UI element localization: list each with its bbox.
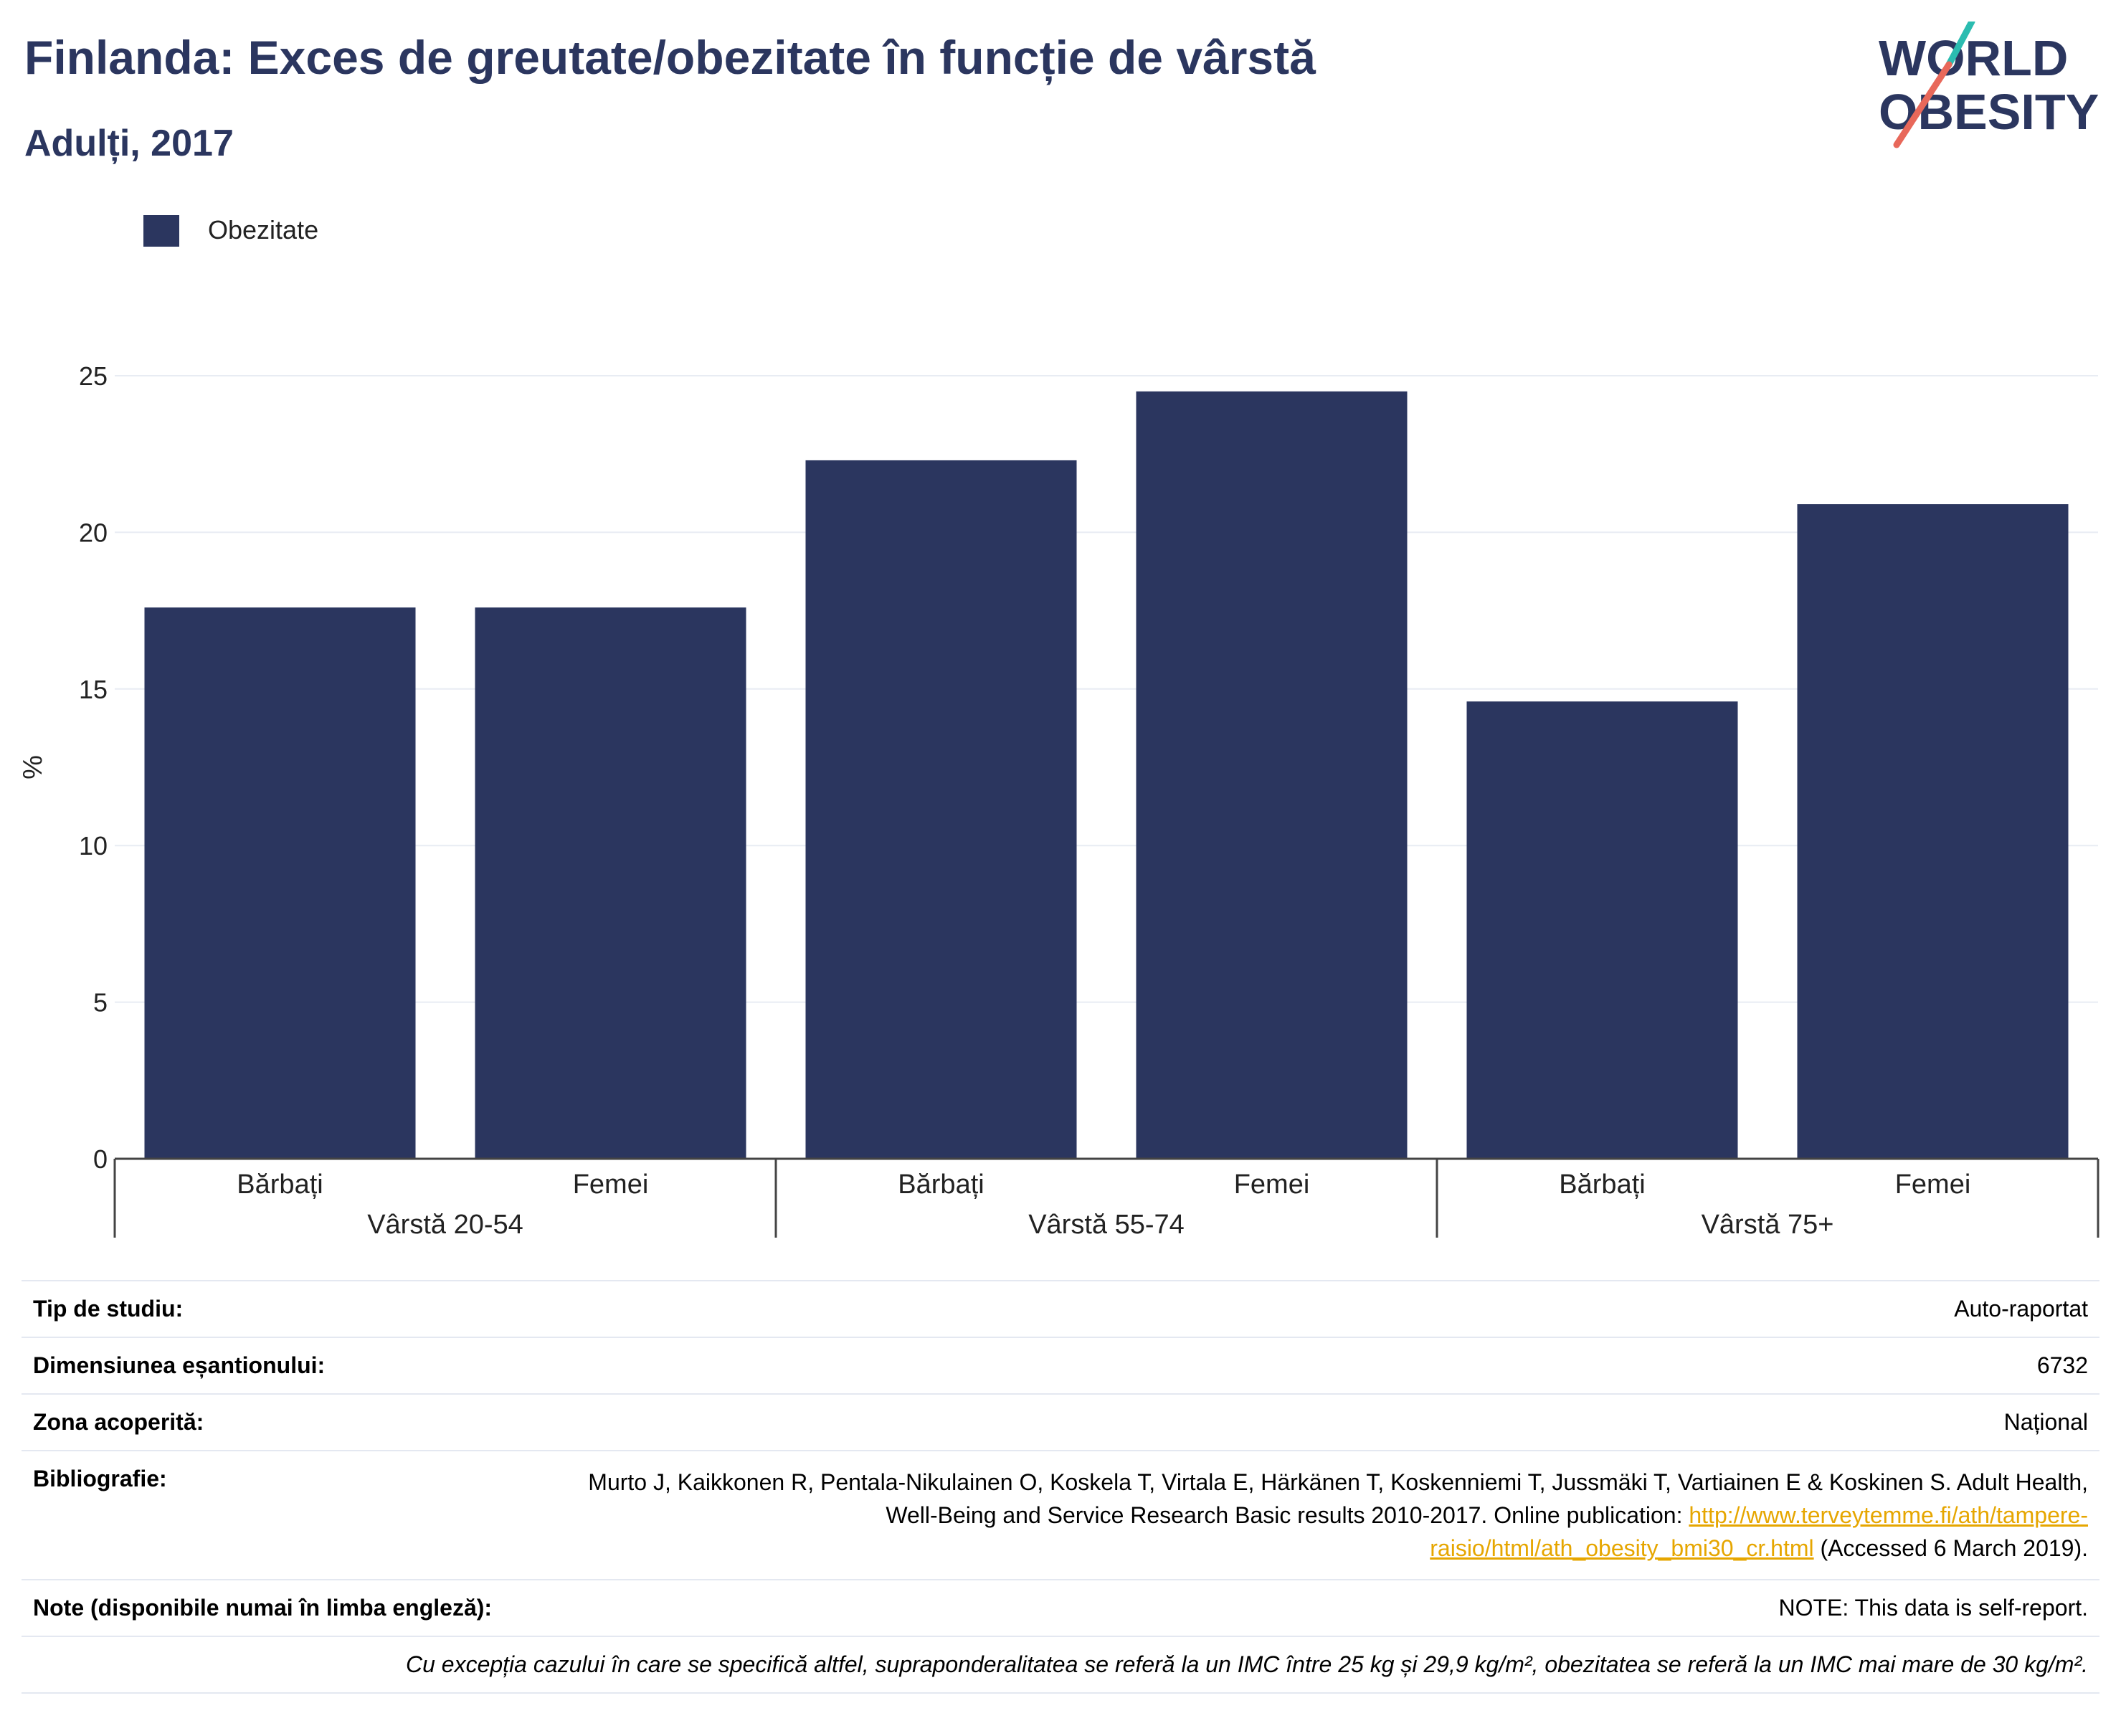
y-tick-label: 25	[79, 361, 108, 391]
y-tick-label: 5	[93, 988, 108, 1018]
info-row-notes: Note (disponibile numai în limba engleză…	[22, 1580, 2099, 1637]
logo-slash-teal	[1945, 22, 1975, 68]
x-tick-label: Bărbați	[1559, 1170, 1645, 1200]
x-axis: Bărbați Femei Bărbați Femei Bărbați Femei Vârs…	[113, 1157, 2099, 1240]
world-obesity-logo: WORLD OBESITY	[1879, 22, 2099, 148]
bar	[144, 607, 416, 1159]
y-tick-label: 15	[79, 675, 108, 704]
coverage-value: Național	[2003, 1409, 2088, 1435]
logo-slash-coral	[1893, 61, 1952, 148]
x-tick-label: Bărbați	[237, 1170, 323, 1200]
bar	[1797, 504, 2069, 1159]
info-row-bibliography: Bibliografie: Murto J, Kaikkonen R, Pent…	[22, 1451, 2099, 1580]
study-type-value: Auto-raportat	[1954, 1296, 2088, 1322]
bar	[1136, 391, 1408, 1159]
footnote: Cu excepția cazului în care se specifică…	[405, 1651, 2088, 1677]
bar	[1466, 701, 1738, 1159]
info-row-study-type: Tip de studiu: Auto-raportat	[22, 1281, 2099, 1338]
logo-line-2: OBESITY	[1879, 84, 2099, 140]
bar	[475, 607, 746, 1159]
group-label: Vârstă 55-74	[1028, 1210, 1185, 1240]
y-tick-labels: 0 5 10 15 20 25	[79, 361, 108, 1174]
coverage-label: Zona acoperită:	[33, 1409, 204, 1435]
y-tick-label: 10	[79, 831, 108, 860]
y-tick-label: 20	[79, 518, 108, 547]
bibliography-value: Murto J, Kaikkonen R, Pentala-Nikulainen…	[554, 1466, 2088, 1565]
x-tick-label: Femei	[1895, 1170, 1971, 1200]
study-type-label: Tip de studiu:	[33, 1296, 184, 1322]
chart-title: Finlanda: Exces de greutate/obezitate în…	[24, 31, 1316, 84]
bibliography-label: Bibliografie:	[33, 1466, 167, 1491]
notes-label: Note (disponibile numai în limba engleză…	[33, 1595, 493, 1621]
grid-lines	[115, 375, 2098, 1003]
group-label: Vârstă 75+	[1702, 1210, 1834, 1240]
x-tick-label: Femei	[573, 1170, 649, 1200]
bibliography-link[interactable]: http://www.terveytemme.fi/ath/tampere-ra…	[1430, 1502, 2088, 1561]
info-row-footnote: Cu excepția cazului în care se specifică…	[22, 1637, 2099, 1694]
info-row-sample-size: Dimensiunea eșantionului: 6732	[22, 1338, 2099, 1395]
sample-size-label: Dimensiunea eșantionului:	[33, 1352, 326, 1378]
chart-subtitle: Adulți, 2017	[24, 123, 234, 164]
legend-swatch-obezitate	[143, 215, 179, 247]
notes-value: NOTE: This data is self-report.	[1778, 1595, 2088, 1621]
legend-label-obezitate: Obezitate	[208, 215, 319, 245]
group-label: Vârstă 20-54	[367, 1210, 523, 1240]
bibliography-text-1: Murto J, Kaikkonen R, Pentala-Nikulainen…	[588, 1469, 2088, 1528]
y-axis-label: %	[18, 755, 48, 779]
sample-size-value: 6732	[2036, 1352, 2088, 1378]
info-table: Tip de studiu: Auto-raportat Dimensiunea…	[22, 1280, 2099, 1694]
bibliography-text-2: (Accessed 6 March 2019).	[1813, 1535, 2089, 1561]
x-tick-label: Femei	[1234, 1170, 1310, 1200]
bars	[144, 391, 2069, 1159]
x-tick-label: Bărbați	[898, 1170, 984, 1200]
logo-line-1: WORLD	[1879, 30, 2068, 86]
info-row-coverage: Zona acoperită: Național	[22, 1395, 2099, 1451]
bar	[805, 460, 1077, 1159]
y-tick-label: 0	[93, 1144, 108, 1174]
